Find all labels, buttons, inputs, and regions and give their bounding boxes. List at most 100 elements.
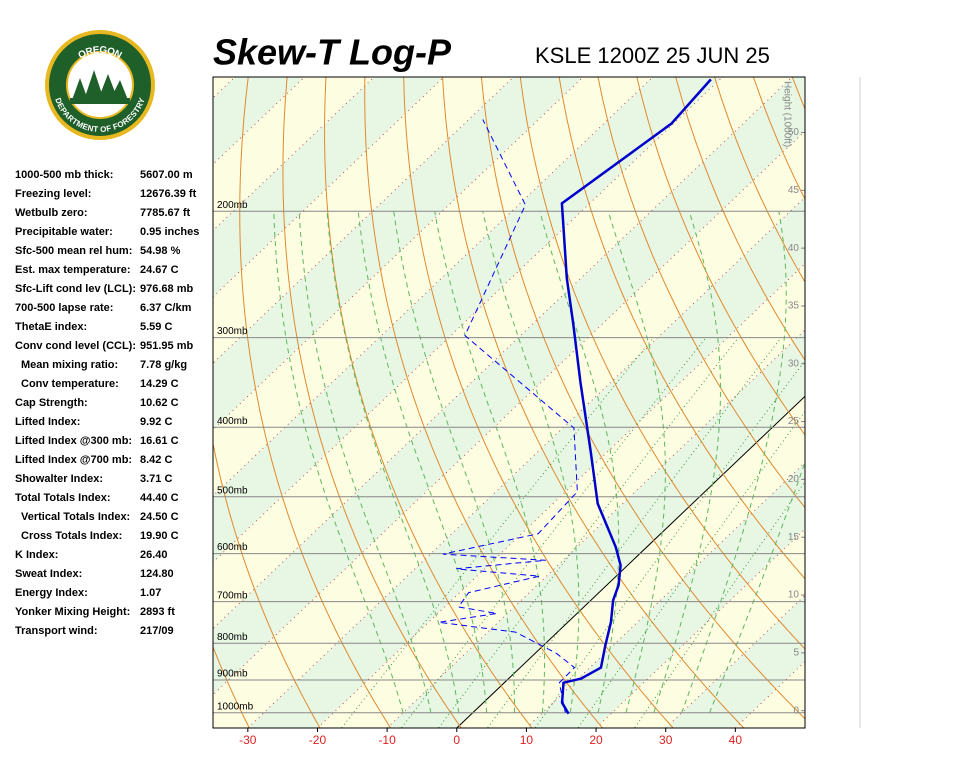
index-value: 24.67 C (140, 264, 179, 276)
y-tick-label: 500mb (217, 485, 248, 496)
logo: OREGON DEPARTMENT OF FORESTRY (45, 30, 155, 140)
x-tick-label: 20 (589, 733, 603, 747)
index-label: Vertical Totals Index: (21, 511, 131, 523)
index-label: Conv cond level (CCL): (15, 340, 137, 352)
index-label: Mean mixing ratio: (21, 359, 119, 371)
y-tick-label: 800mb (217, 632, 248, 643)
dry-adiabat (859, 52, 960, 731)
x-tick-label: 10 (520, 733, 534, 747)
index-label: Sfc-Lift cond lev (LCL): (15, 283, 136, 295)
index-label: Total Totals Index: (15, 492, 111, 504)
index-label: Showalter Index: (15, 473, 104, 485)
index-label: Lifted Index @300 mb: (15, 435, 133, 447)
dry-adiabat (597, 77, 805, 509)
dry-adiabat (403, 77, 674, 728)
index-value: 2893 ft (140, 606, 175, 618)
index-value: 9.92 C (140, 416, 173, 428)
index-value: 6.37 C/km (140, 302, 192, 314)
index-value: 8.42 C (140, 454, 173, 466)
index-value: 44.40 C (140, 492, 179, 504)
moist-adiabat (539, 210, 620, 713)
index-label: ThetaE index: (15, 321, 88, 333)
index-value: 3.71 C (140, 473, 173, 485)
y-tick-label: 900mb (217, 669, 248, 680)
x-tick-label: 0 (453, 733, 460, 747)
index-value: 5.59 C (140, 321, 173, 333)
y-tick-label: 600mb (217, 542, 248, 553)
dry-adiabat (213, 645, 250, 728)
index-value: 10.62 C (140, 397, 179, 409)
y-tick-label: 200mb (217, 200, 248, 211)
dry-adiabat (282, 77, 462, 728)
index-label: Yonker Mixing Height: (15, 606, 131, 618)
index-value: 14.29 C (140, 378, 179, 390)
isotherm-band (805, 77, 960, 728)
x-tick-label: -20 (309, 733, 327, 747)
isotherm (804, 727, 805, 728)
moist-adiabat (653, 210, 721, 713)
plot-background (213, 52, 960, 731)
index-value: 217/09 (140, 625, 174, 637)
y2-tick-label: 25 (788, 416, 800, 427)
isotherm-band (213, 131, 805, 728)
moist-adiabat (326, 211, 460, 713)
index-value: 24.50 C (140, 511, 179, 523)
mixing-ratio-line (577, 410, 805, 728)
isotherm-band (526, 462, 805, 728)
index-label: Energy Index: (15, 587, 88, 599)
index-value: 7785.67 ft (140, 207, 191, 219)
dry-adiabat (821, 52, 960, 731)
moist-adiabat (434, 210, 546, 713)
index-value: 976.68 mb (140, 283, 194, 295)
moist-adiabat (482, 210, 580, 713)
index-value: 5607.00 m (140, 169, 193, 181)
y2-tick-label: 5 (793, 647, 799, 658)
isotherm-band (596, 529, 805, 728)
y2-tick-label: 50 (788, 127, 800, 138)
y2-tick-label: 45 (788, 185, 800, 196)
index-label: 1000-500 mb thick: (15, 169, 114, 181)
index-value: 124.80 (140, 568, 174, 580)
index-label: Lifted Index: (15, 416, 81, 428)
y2-tick-label: 0 (793, 705, 799, 716)
index-value: 26.40 (140, 549, 168, 561)
x-tick-label: -30 (239, 733, 257, 747)
dry-adiabat (558, 77, 805, 580)
index-value: 7.78 g/kg (140, 359, 188, 371)
mixing-ratio-line (340, 337, 654, 728)
dry-adiabat (480, 77, 805, 720)
index-label: Cap Strength: (15, 397, 88, 409)
plot: 200mb 300mb 400mb 500mb 600mb 700mb 800mb 900mb… (213, 78, 805, 747)
logo-top-text: OREGON (76, 44, 123, 61)
index-value: 16.61 C (140, 435, 179, 447)
dry-adiabat (442, 77, 745, 728)
plot-frame (212, 76, 806, 729)
y-tick-label: 1000mb (217, 701, 254, 712)
temperature-line (560, 78, 712, 715)
isotherm-band (213, 77, 805, 695)
index-label: 700-500 lapse rate: (15, 302, 114, 314)
index-label: Sfc-500 mean rel hum: (15, 245, 133, 257)
chart-subtitle: KSLE 1200Z 25 JUN 25 (535, 43, 770, 68)
dry-adiabat (213, 440, 321, 728)
y2-tick-label: 40 (788, 243, 800, 254)
index-value: 0.95 inches (140, 226, 200, 238)
y2-tick-label: 30 (788, 358, 800, 369)
isotherm-band (387, 330, 805, 728)
moist-adiabat (298, 211, 432, 713)
moist-adiabat (681, 210, 787, 713)
y2-axis-label: Height (1000ft) (781, 81, 792, 147)
dry-adiabat (791, 77, 805, 111)
index-label: Est. max temperature: (15, 264, 131, 276)
index-value: 54.98 % (140, 245, 181, 257)
index-value: 1.07 (140, 587, 162, 599)
isotherm (875, 77, 960, 728)
mixing-ratio-line (437, 337, 739, 728)
dry-adiabat (897, 52, 960, 731)
chart-title: Skew-T Log-P (213, 32, 452, 73)
x-tick-label: 40 (729, 733, 743, 747)
index-label: Wetbulb zero: (15, 207, 88, 219)
dewpoint-line (438, 119, 578, 713)
